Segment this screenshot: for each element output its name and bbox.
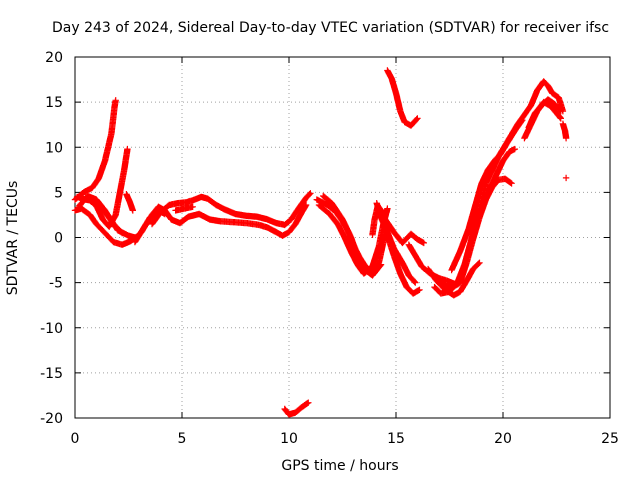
y-tick-label: 20 [45,50,63,66]
y-tick-label: 0 [54,231,63,247]
y-tick-label: -5 [49,276,63,292]
data-point-marks [559,120,570,142]
data-marks [71,67,570,418]
data-point-marks [71,97,119,203]
data-point-marks [172,203,196,214]
data-point-marks [148,190,314,229]
data-point-marks [463,78,567,261]
data-track [382,216,427,247]
y-tick-label: -15 [40,366,63,382]
data-track [463,78,567,261]
data-track [373,200,419,286]
data-point-marks [123,191,136,214]
chart-title: Day 243 of 2024, Sidereal Day-to-day VTE… [52,20,609,36]
data-track [562,174,570,182]
data-track [123,191,136,214]
y-axis-label: SDTVAR / TECUs [5,181,21,296]
data-point-marks [281,399,312,418]
x-tick-label: 5 [178,431,187,447]
data-point-marks [373,200,419,286]
x-tick-label: 25 [601,431,619,447]
data-point-marks [562,174,570,182]
data-point-marks [384,67,421,129]
y-tick-label: 5 [54,185,63,201]
data-point-marks [320,192,385,279]
x-tick-label: 10 [280,431,298,447]
data-track [559,120,570,142]
data-track [76,192,126,237]
data-track [525,96,564,131]
x-tick-label: 20 [494,431,512,447]
y-tick-label: -10 [40,321,63,337]
axis-ticks: 0 5 10 15 20 25 -20 -15 -10 -5 0 5 10 15 20 [40,50,619,447]
data-point-marks [382,216,427,247]
data-track [172,203,196,214]
data-point-marks [76,192,126,237]
x-tick-label: 0 [71,431,80,447]
data-track [71,97,119,203]
data-track [281,399,312,418]
y-tick-label: 15 [45,95,63,111]
y-tick-label: 10 [45,140,63,156]
x-axis-label: GPS time / hours [281,458,398,474]
y-tick-label: -20 [40,411,63,427]
data-track [384,67,421,129]
data-track [148,190,314,229]
data-point-marks [525,96,564,131]
x-tick-label: 15 [387,431,405,447]
data-track [320,192,385,279]
